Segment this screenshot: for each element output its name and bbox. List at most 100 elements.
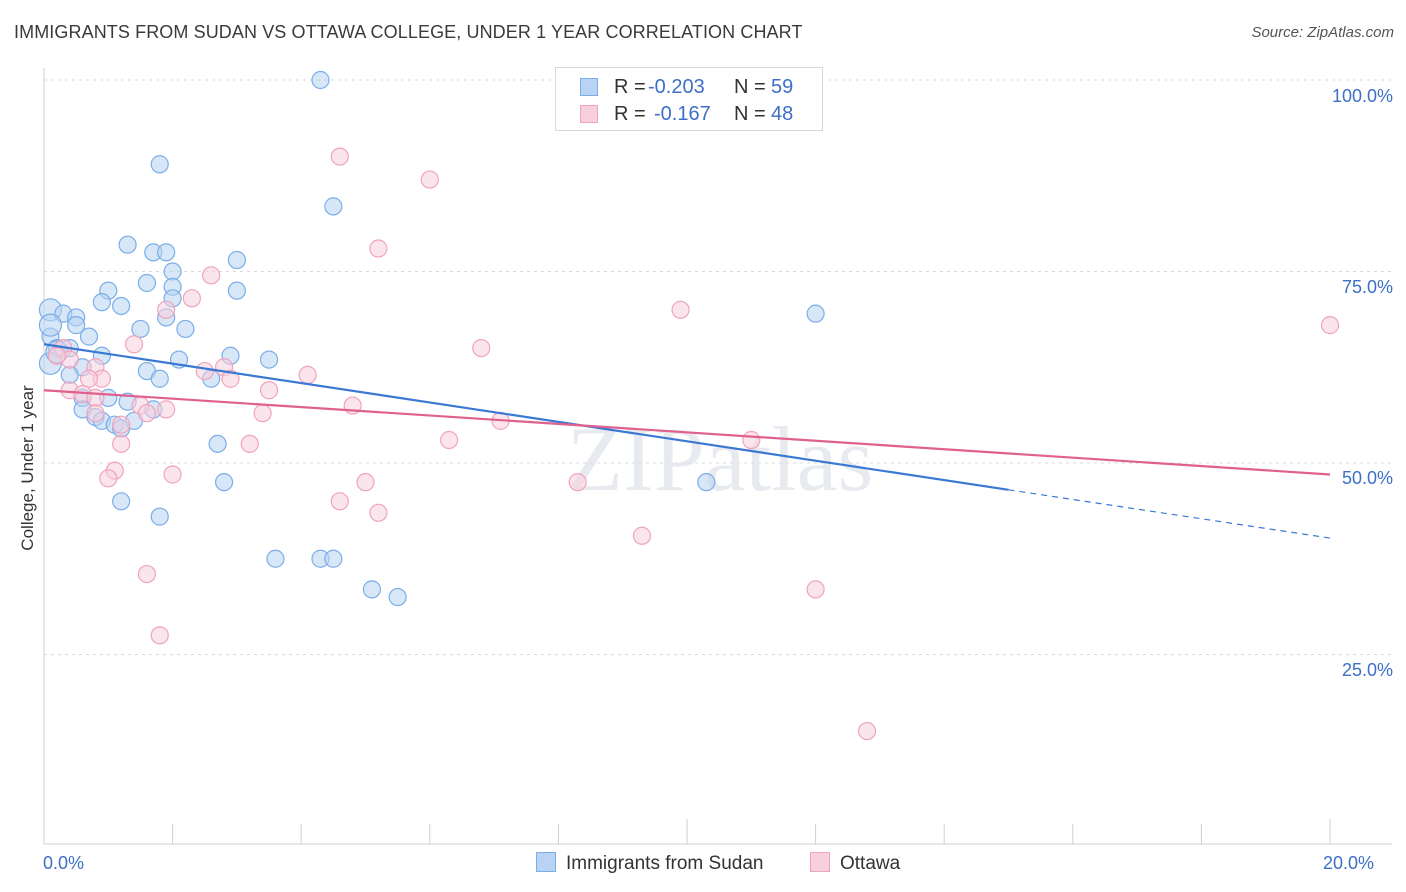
point-ottawa: [439, 430, 459, 450]
point-ottawa: [369, 503, 388, 522]
point-sudan: [92, 293, 111, 312]
point-ottawa: [568, 473, 587, 492]
legend-swatch-pink: [810, 852, 830, 872]
legend-swatch-pink: [580, 105, 598, 123]
stats-legend: R = -0.203 N = 59 R = -0.167 N = 48: [555, 67, 823, 131]
point-sudan: [163, 262, 182, 281]
x-tick-label: 0.0%: [43, 853, 85, 873]
n-value: 59: [771, 76, 794, 98]
point-sudan: [112, 492, 131, 511]
point-ottawa: [356, 473, 375, 492]
point-sudan: [806, 304, 825, 323]
x-tick-label: 20.0%: [1323, 853, 1375, 873]
point-ottawa: [202, 266, 221, 285]
point-sudan: [150, 507, 169, 526]
point-sudan: [388, 587, 407, 607]
point-sudan: [150, 369, 169, 388]
point-ottawa: [420, 170, 439, 189]
point-ottawa: [240, 434, 259, 453]
axes: [43, 68, 1392, 845]
point-sudan: [157, 243, 176, 262]
point-ottawa: [330, 147, 349, 166]
point-ottawa: [1320, 316, 1340, 335]
point-ottawa: [99, 469, 118, 488]
point-ottawa: [157, 400, 176, 419]
n-label: N =: [734, 103, 766, 125]
point-sudan: [38, 313, 63, 337]
y-tick-label: 75.0%: [1341, 277, 1393, 297]
point-sudan: [131, 319, 150, 339]
point-sudan: [324, 197, 343, 216]
point-sudan: [227, 281, 246, 300]
point-ottawa: [150, 626, 169, 645]
point-ottawa: [163, 465, 182, 484]
point-sudan: [311, 70, 330, 90]
trend-line-sudan: [43, 343, 1009, 491]
trend-line-ottawa: [43, 389, 1331, 476]
r-label: R =: [614, 76, 646, 98]
chart-title: IMMIGRANTS FROM SUDAN VS OTTAWA COLLEGE,…: [14, 22, 803, 42]
source-note: Source: ZipAtlas.com: [1251, 24, 1394, 41]
point-sudan: [208, 434, 227, 453]
legend-item-sudan: Immigrants from Sudan: [536, 852, 763, 875]
point-ottawa: [157, 300, 176, 319]
point-ottawa: [79, 369, 99, 388]
legend-swatch-blue: [536, 852, 556, 872]
point-sudan: [266, 549, 285, 568]
point-ottawa: [112, 415, 131, 434]
r-label: R =: [614, 103, 646, 125]
n-value: 48: [771, 103, 794, 125]
point-ottawa: [253, 404, 272, 423]
point-sudan: [137, 273, 156, 293]
point-sudan: [214, 473, 234, 492]
point-ottawa: [221, 369, 240, 388]
point-ottawa: [857, 721, 877, 741]
point-sudan: [150, 155, 169, 174]
point-ottawa: [369, 239, 388, 258]
point-ottawa: [298, 365, 317, 385]
point-ottawa: [330, 492, 349, 511]
point-sudan: [118, 235, 137, 254]
point-ottawa: [806, 580, 825, 599]
point-sudan: [324, 549, 343, 568]
point-ottawa: [742, 430, 761, 450]
legend-label: Immigrants from Sudan: [566, 853, 764, 874]
point-sudan: [259, 350, 279, 369]
gridlines: [44, 79, 1392, 655]
trend-lines: [43, 343, 1331, 539]
point-ottawa: [472, 339, 491, 358]
y-tick-label: 50.0%: [1341, 468, 1393, 488]
y-tick-label: 25.0%: [1341, 660, 1393, 680]
point-ottawa: [195, 361, 214, 381]
point-sudan: [79, 327, 99, 346]
point-ottawa: [86, 404, 105, 423]
point-sudan: [60, 365, 79, 385]
point-sudan: [697, 473, 716, 492]
point-sudan: [67, 316, 86, 335]
r-value: -0.167: [654, 103, 711, 125]
trend-line-extension: [1008, 489, 1331, 539]
legend-item-ottawa: Ottawa: [810, 852, 900, 875]
point-ottawa: [632, 526, 652, 545]
data-points: [38, 70, 1340, 741]
point-sudan: [112, 296, 131, 316]
point-sudan: [176, 319, 195, 339]
point-ottawa: [137, 404, 156, 423]
y-tick-label: 100.0%: [1331, 86, 1393, 106]
point-ottawa: [182, 289, 201, 308]
legend-swatch-blue: [580, 78, 598, 96]
point-ottawa: [112, 434, 131, 453]
point-ottawa: [124, 335, 144, 354]
r-value: -0.203: [648, 76, 705, 98]
point-ottawa: [671, 300, 690, 319]
point-ottawa: [86, 388, 105, 407]
n-label: N =: [734, 76, 766, 98]
point-ottawa: [137, 564, 156, 584]
point-sudan: [362, 580, 382, 599]
point-ottawa: [259, 381, 279, 400]
point-ottawa: [47, 346, 66, 365]
watermark: ZIPatlas: [567, 408, 874, 510]
legend-label: Ottawa: [840, 853, 901, 874]
point-sudan: [227, 250, 246, 270]
